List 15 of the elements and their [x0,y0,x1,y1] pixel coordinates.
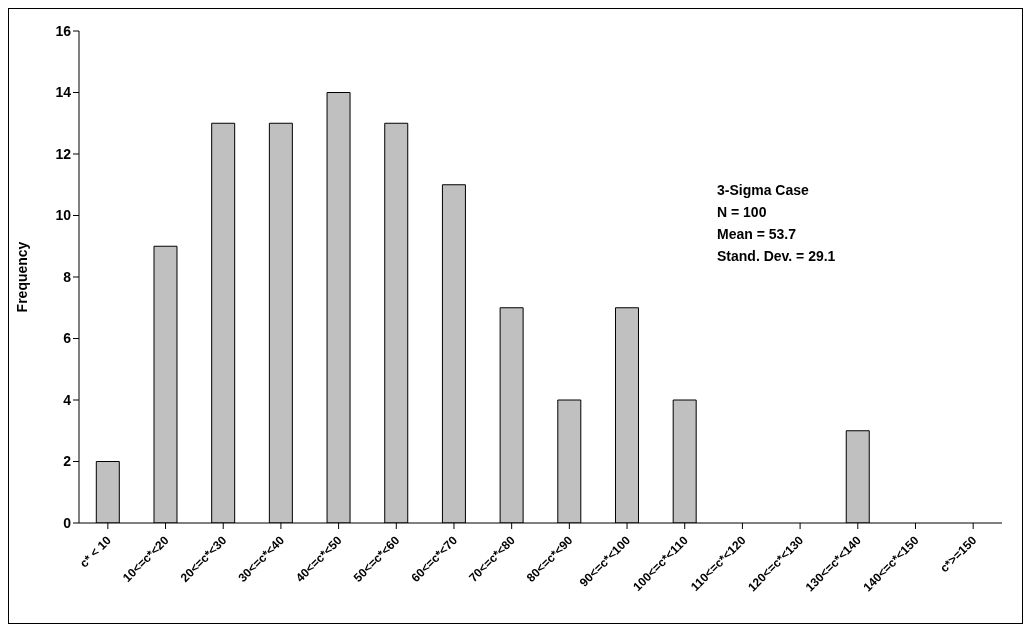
annotation: Stand. Dev. = 29.1 [717,247,836,266]
annotation: Mean = 53.7 [717,225,797,244]
y-tick-label: 2 [63,453,72,470]
annotation: N = 100 [717,203,768,222]
y-tick-label: 6 [63,330,72,347]
y-tick-label: 14 [55,84,72,101]
y-tick-label: 10 [55,207,72,224]
y-tick-label: 8 [63,268,72,285]
y-axis-title: Frequency [13,241,30,313]
y-tick-label: 12 [55,145,72,162]
y-tick-label: 0 [63,514,72,531]
y-tick-label: 16 [55,22,72,39]
y-tick-label: 4 [63,391,72,408]
x-tick-label: c* < 10 [76,533,115,571]
annotation: 3-Sigma Case [717,181,810,200]
